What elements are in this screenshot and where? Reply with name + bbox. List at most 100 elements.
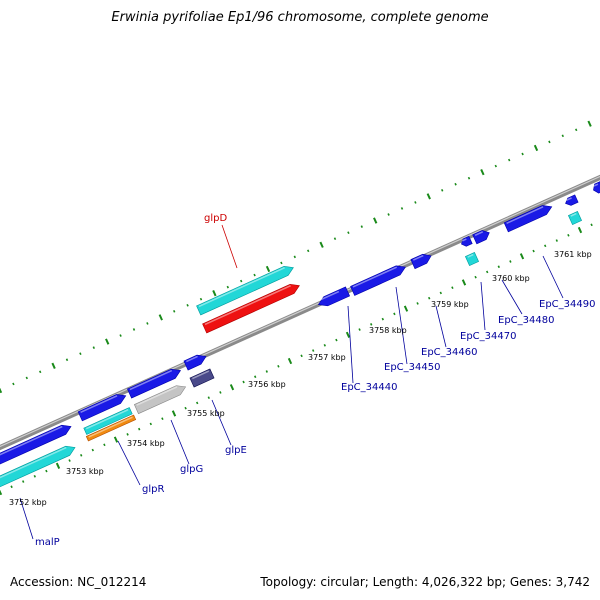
glpD-gene-shape — [196, 266, 294, 316]
gene-blue-e-shape — [593, 180, 600, 194]
outer-tick — [307, 249, 310, 253]
outer-tick — [494, 164, 497, 168]
outer-tick — [25, 376, 28, 380]
inner-tick — [544, 244, 547, 248]
glpR-gene-orange-shine — [88, 416, 133, 438]
outer-tick — [105, 338, 110, 345]
gene-label-EpC_34480: EpC_34480 — [498, 315, 554, 326]
glpD-gene-red — [202, 284, 300, 334]
outer-tick — [467, 176, 471, 180]
leader-line — [211, 399, 232, 446]
scale-label: 3761 kbp — [554, 250, 592, 259]
inner-tick — [277, 364, 280, 368]
EpC_34470-gene — [461, 235, 473, 247]
EpC_34490-gene-shine — [506, 206, 544, 224]
inner-tick — [80, 453, 83, 457]
scale-labels: 3752 kbp 3753 kbp 3754 kbp 3755 kbp 3756 kbp… — [9, 250, 592, 507]
gene-label-malP: malP — [35, 537, 60, 548]
inner-tick — [0, 489, 3, 496]
outer-tick — [199, 297, 203, 301]
leader-line — [170, 419, 190, 465]
inner-tick — [45, 469, 48, 473]
gene-blue-a-shine — [80, 395, 118, 413]
gene-blue-left-shape — [0, 424, 72, 469]
outer-tick — [51, 362, 56, 369]
glpG-gene-shine — [136, 386, 178, 406]
glpD-gene-red-shape — [202, 284, 300, 334]
outer-tick — [173, 309, 176, 313]
outer-tick — [347, 231, 350, 234]
gene-blue-c — [183, 354, 207, 371]
leader-line — [542, 255, 564, 299]
inner-tick — [68, 459, 71, 462]
glpG-gene-shape — [133, 385, 187, 415]
label-leader-lines — [19, 224, 564, 540]
gene-blue-c-shape — [183, 354, 207, 371]
outer-tick — [426, 193, 431, 200]
scale-label: 3755 kbp — [187, 409, 225, 418]
inner-tick — [171, 410, 177, 417]
glpR-gene-cyan — [83, 407, 133, 435]
gene-label-EpC_34460: EpC_34460 — [421, 347, 477, 358]
leader-line — [395, 286, 408, 365]
scale-label: 3753 kbp — [66, 467, 104, 476]
inner-tick — [416, 302, 419, 305]
outer-tick — [293, 255, 296, 259]
inner-tick — [474, 275, 477, 279]
gene-blue-a-shape — [77, 394, 127, 422]
inner-tick — [345, 331, 351, 338]
inner-tick — [196, 401, 199, 405]
outer-tick — [119, 334, 122, 337]
inner-tick — [358, 328, 361, 331]
outer-tick — [79, 352, 82, 356]
inner-tick — [254, 375, 257, 379]
inner-tick — [219, 391, 222, 394]
leader-line — [347, 305, 354, 384]
backbone-highlight — [0, 175, 600, 448]
outer-tick — [360, 225, 363, 228]
leader-line — [435, 305, 447, 348]
EpC_34450-gene — [350, 265, 406, 296]
inner-tick — [509, 260, 512, 263]
malP-gene-shine — [0, 446, 67, 482]
inner-tick — [577, 226, 583, 234]
outer-tick — [132, 328, 136, 331]
gene-cyan-d-shape — [567, 210, 583, 226]
gene-blue-c-shine — [186, 355, 198, 363]
gene-blue-left — [0, 424, 72, 469]
outer-tick — [39, 370, 42, 374]
inner-tick — [126, 433, 129, 436]
glpR-gene-orange — [85, 414, 137, 442]
inner-tick — [103, 443, 106, 447]
outer-tick — [319, 241, 324, 248]
outer-tick — [533, 144, 539, 152]
outer-tick — [333, 237, 337, 241]
inner-tick — [33, 474, 36, 478]
outer-tick — [280, 261, 283, 265]
outer-tick — [575, 128, 578, 132]
outer-tick — [146, 322, 149, 325]
inner-tick — [91, 448, 94, 452]
inner-tick — [451, 286, 454, 290]
outer-tick — [92, 346, 95, 349]
inner-tick — [532, 249, 535, 253]
scale-label: 3754 kbp — [127, 439, 165, 448]
glpE-gene-shine — [192, 370, 210, 380]
malP-gene — [0, 445, 76, 490]
inner-tick — [567, 233, 570, 237]
outer-tick — [508, 158, 511, 162]
gene-blue-d-shape — [565, 194, 579, 206]
glpD-gene-red-shine — [204, 285, 291, 326]
inner-tick — [287, 357, 293, 365]
inner-tick — [403, 305, 409, 312]
gene-label-glpG: glpG — [180, 464, 203, 475]
inner-tick — [10, 485, 13, 489]
gene-blue-b — [127, 368, 182, 399]
gene-blue-b-shape — [127, 368, 182, 399]
EpC_34440-gene-shape — [317, 286, 351, 307]
outer-tick — [158, 314, 163, 321]
outer-tick — [480, 169, 485, 176]
EpC_34450-gene-shine — [352, 266, 398, 288]
